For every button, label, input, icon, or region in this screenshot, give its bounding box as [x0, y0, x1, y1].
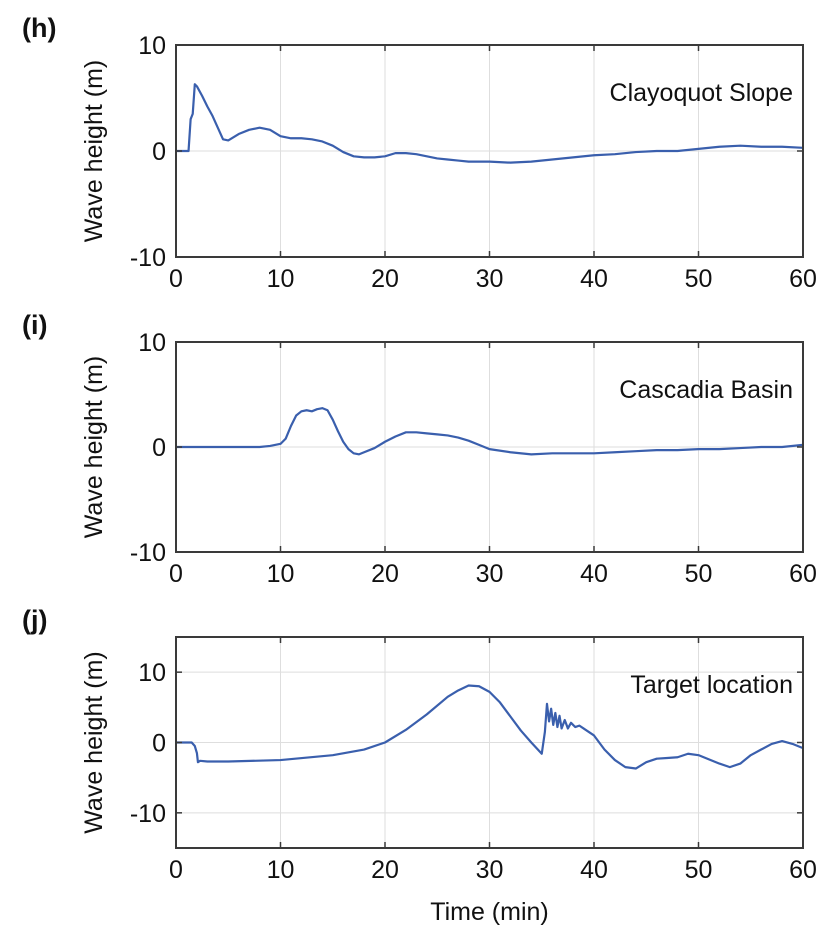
plot-annotation: Clayoquot Slope — [610, 79, 793, 107]
y-tick-label: 10 — [138, 329, 166, 357]
series-line — [176, 83, 803, 164]
x-tick-label: 0 — [169, 560, 183, 588]
series-line — [176, 684, 803, 770]
x-tick-label: 60 — [789, 265, 817, 293]
x-tick-label: 0 — [169, 265, 183, 293]
x-tick-label: 20 — [371, 265, 399, 293]
x-tick-label: 40 — [580, 560, 608, 588]
x-tick-label: 50 — [685, 856, 713, 884]
panel-label: (h) — [22, 13, 56, 43]
panel-label: (j) — [22, 605, 47, 635]
x-axis-label: Time (min) — [430, 898, 549, 926]
x-tick-label: 40 — [580, 856, 608, 884]
x-tick-label: 30 — [476, 856, 504, 884]
y-axis-label: Wave height (m) — [80, 60, 108, 242]
x-tick-label: 0 — [169, 856, 183, 884]
x-tick-label: 50 — [685, 560, 713, 588]
x-tick-label: 30 — [476, 560, 504, 588]
y-axis-label: Wave height (m) — [80, 356, 108, 538]
plot-annotation: Cascadia Basin — [619, 376, 793, 404]
x-tick-label: 10 — [267, 265, 295, 293]
x-tick-label: 20 — [371, 856, 399, 884]
y-tick-label: 0 — [152, 730, 166, 758]
plot-annotation: Target location — [630, 671, 793, 699]
x-tick-label: 50 — [685, 265, 713, 293]
x-tick-label: 60 — [789, 560, 817, 588]
series-line — [176, 407, 803, 456]
x-tick-label: 60 — [789, 856, 817, 884]
y-tick-label: -10 — [130, 539, 166, 567]
x-tick-label: 10 — [267, 560, 295, 588]
y-tick-label: 0 — [152, 138, 166, 166]
y-axis-label: Wave height (m) — [80, 651, 108, 833]
y-tick-label: 10 — [138, 659, 166, 687]
x-tick-label: 20 — [371, 560, 399, 588]
x-tick-label: 30 — [476, 265, 504, 293]
x-tick-label: 10 — [267, 856, 295, 884]
y-tick-label: -10 — [130, 244, 166, 272]
y-tick-label: 0 — [152, 434, 166, 462]
y-tick-label: 10 — [138, 32, 166, 60]
y-tick-label: -10 — [130, 800, 166, 828]
panel-label: (i) — [22, 310, 47, 340]
x-tick-label: 40 — [580, 265, 608, 293]
